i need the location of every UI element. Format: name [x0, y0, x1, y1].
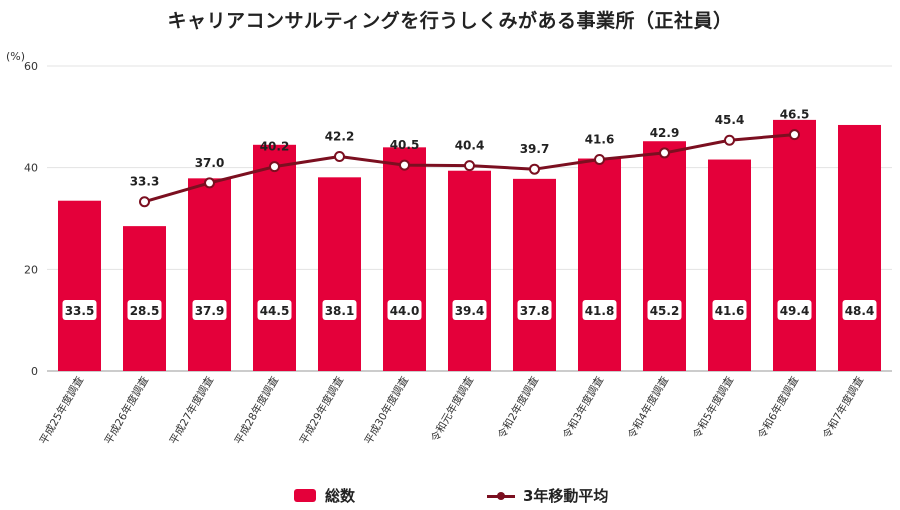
line-value-label: 40.2: [260, 140, 290, 154]
legend-label-bars: 総数: [325, 487, 356, 505]
bar: [708, 159, 751, 371]
x-tick-label: 平成25年度調査: [37, 374, 87, 447]
bar: [253, 144, 296, 371]
line-value-label: 40.4: [455, 139, 485, 153]
x-tick-label: 令和5年度調査: [690, 374, 736, 441]
line-point: [139, 196, 150, 208]
bar-value-box: [777, 300, 812, 320]
bar: [58, 200, 101, 371]
bar: [188, 178, 231, 371]
bar-value-label: 44.5: [260, 304, 290, 318]
bar: [383, 147, 426, 371]
x-tick-label: 平成30年度調査: [362, 374, 412, 447]
legend-swatch-bars: [294, 489, 316, 502]
line-point: [464, 160, 475, 172]
y-tick-label: 0: [31, 365, 38, 378]
line-value-label: 45.4: [715, 113, 745, 127]
bar-value-label: 45.2: [650, 304, 680, 318]
line-point: [529, 163, 540, 175]
legend-label-line: 3年移動平均: [523, 487, 609, 505]
bar: [448, 170, 491, 371]
x-tick-label: 平成27年度調査: [167, 374, 217, 447]
y-tick-label: 40: [24, 162, 38, 175]
bar: [318, 177, 361, 371]
legend-item-line[interactable]: 3年移動平均: [487, 485, 608, 506]
bar-value-box: [452, 300, 487, 320]
line-value-label: 40.5: [390, 138, 420, 152]
bar-value-label: 33.5: [65, 304, 95, 318]
bar-value-box: [62, 300, 97, 320]
x-tick-label: 令和元年度調査: [428, 374, 476, 445]
x-tick-label: 令和7年度調査: [820, 374, 866, 441]
line-point: [659, 147, 670, 159]
legend: 総数 3年移動平均: [0, 483, 900, 507]
bar-value-box: [582, 300, 617, 320]
bar-value-box: [517, 300, 552, 320]
bar-value-label: 41.6: [715, 304, 745, 318]
line-point: [204, 177, 215, 189]
x-tick-label: 平成26年度調査: [102, 374, 152, 447]
bar: [773, 119, 816, 371]
bar-value-box: [647, 300, 682, 320]
line-point: [789, 129, 800, 141]
line-value-label: 41.6: [585, 133, 615, 147]
bar: [578, 158, 621, 371]
chart-title: キャリアコンサルティングを行うしくみがある事業所（正社員）: [167, 10, 733, 32]
bar-value-label: 41.8: [585, 304, 615, 318]
x-tick-label: 令和4年度調査: [625, 374, 671, 441]
line-point: [594, 154, 605, 166]
bar: [643, 141, 686, 371]
bar: [838, 124, 881, 371]
bar-value-label: 48.4: [845, 304, 875, 318]
y-tick-label: 60: [24, 60, 38, 73]
bar-value-label: 39.4: [455, 304, 485, 318]
line-point: [269, 161, 280, 173]
x-tick-label: 令和3年度調査: [560, 374, 606, 441]
line-value-label: 46.5: [780, 108, 810, 122]
x-tick-label: 平成28年度調査: [232, 374, 282, 447]
line-point: [399, 159, 410, 171]
x-tick-label: 令和6年度調査: [755, 374, 801, 441]
bar-value-label: 37.8: [520, 304, 550, 318]
bar-value-label: 38.1: [325, 304, 355, 318]
bar-value-box: [387, 300, 422, 320]
legend-item-bars[interactable]: 総数: [294, 485, 355, 506]
y-axis-unit: (%): [6, 50, 26, 63]
line-value-label: 39.7: [520, 142, 550, 156]
x-tick-label: 平成29年度調査: [297, 374, 347, 447]
chart-plot: 0 20 40 60 33.5 28.5 37.9 44.5 38.1 44.0 39.4 37.8 4…: [24, 60, 892, 447]
line-value-label: 37.0: [195, 156, 225, 170]
bar-value-label: 28.5: [130, 304, 160, 318]
bar-value-label: 37.9: [195, 304, 225, 318]
line-value-label: 42.2: [325, 129, 355, 143]
line-value-label: 33.3: [130, 175, 160, 189]
y-tick-label: 20: [24, 263, 38, 276]
legend-swatch-line: [487, 489, 515, 503]
bar: [513, 178, 556, 371]
bar-value-label: 44.0: [390, 304, 420, 318]
bar-value-box: [127, 300, 162, 320]
bar-value-box: [192, 300, 227, 320]
bar: [123, 226, 166, 371]
line-point: [334, 150, 345, 162]
bar-value-box: [712, 300, 747, 320]
bar-value-box: [257, 300, 292, 320]
x-tick-label: 令和2年度調査: [495, 374, 541, 441]
line-point: [724, 134, 735, 146]
bar-value-box: [842, 300, 877, 320]
bar-value-box: [322, 300, 357, 320]
bar-value-label: 49.4: [780, 304, 810, 318]
line-value-label: 42.9: [650, 126, 680, 140]
